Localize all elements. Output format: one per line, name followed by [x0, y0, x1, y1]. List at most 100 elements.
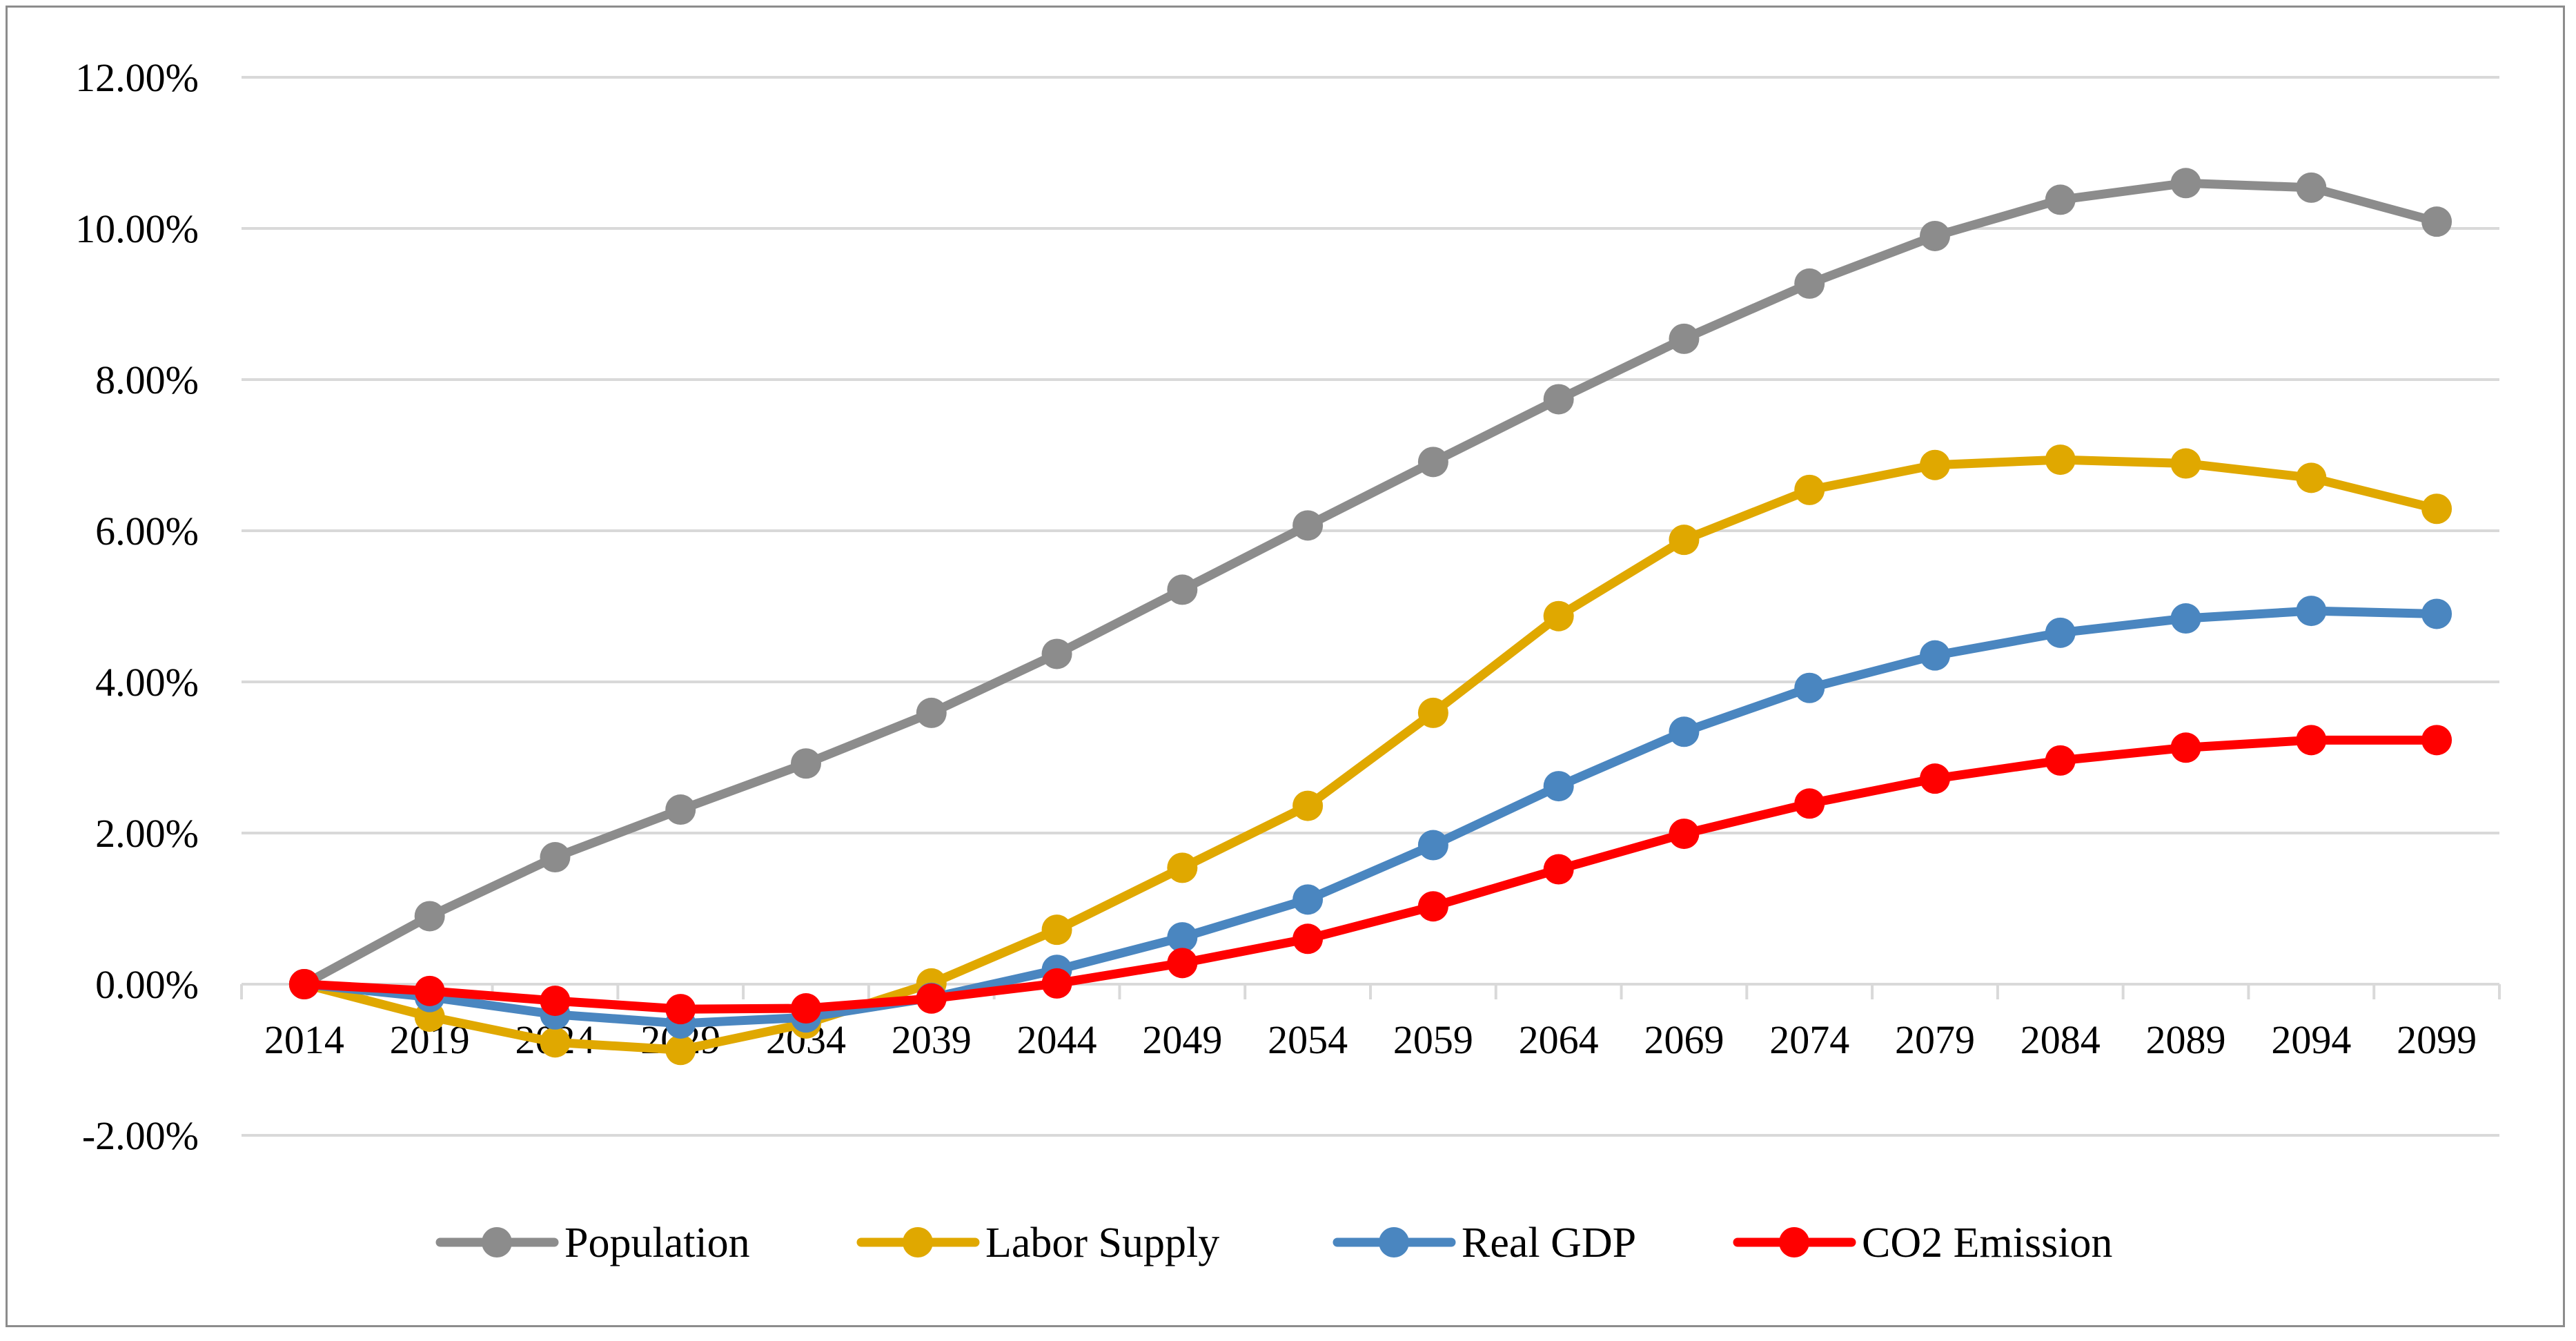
data-point-co2-emission — [288, 969, 319, 999]
y-tick-label: 10.00% — [75, 206, 199, 251]
legend-swatch-marker-co2-emission — [1779, 1227, 1809, 1257]
data-point-co2-emission — [414, 975, 445, 1006]
chart-frame — [6, 6, 2565, 1327]
data-point-labor-supply — [2296, 462, 2327, 493]
x-tick-label: 2089 — [2146, 1017, 2226, 1062]
data-point-labor-supply — [1920, 449, 1950, 480]
x-tick-label: 2094 — [2271, 1017, 2351, 1062]
data-point-real-gdp — [1794, 672, 1825, 703]
data-point-co2-emission — [1669, 819, 1700, 850]
data-point-population — [665, 794, 696, 825]
data-point-co2-emission — [1167, 948, 1198, 979]
data-point-co2-emission — [791, 993, 821, 1024]
data-point-population — [540, 842, 571, 873]
data-point-labor-supply — [2045, 444, 2076, 476]
data-point-population — [1543, 384, 1574, 415]
x-tick-label: 2079 — [1895, 1017, 1975, 1062]
data-point-labor-supply — [665, 1035, 696, 1066]
x-tick-label: 2014 — [264, 1017, 344, 1062]
series-line-labor-supply — [299, 455, 2441, 1055]
data-point-labor-supply — [1543, 600, 1574, 632]
legend-label-real-gdp: Real GDP — [1462, 1220, 1636, 1266]
data-point-population — [2170, 168, 2201, 199]
data-point-population — [1794, 268, 1825, 299]
data-point-labor-supply — [1167, 852, 1198, 883]
x-tick-label: 2069 — [1644, 1017, 1724, 1062]
legend-label-population: Population — [564, 1220, 750, 1266]
data-point-co2-emission — [665, 994, 696, 1025]
y-tick-label: 12.00% — [75, 55, 199, 100]
data-point-labor-supply — [1041, 914, 1072, 946]
data-point-population — [1669, 323, 1700, 354]
data-point-real-gdp — [2045, 617, 2076, 648]
y-tick-label: 0.00% — [95, 962, 199, 1007]
data-point-co2-emission — [2421, 725, 2452, 756]
data-point-co2-emission — [2170, 732, 2201, 763]
x-axis — [240, 983, 2501, 999]
data-point-labor-supply — [2421, 493, 2452, 525]
gridlines — [242, 76, 2499, 1137]
y-tick-label: 4.00% — [95, 660, 199, 705]
legend-swatch-marker-labor-supply — [903, 1227, 933, 1257]
data-point-co2-emission — [1417, 891, 1448, 922]
data-point-labor-supply — [2170, 448, 2201, 479]
data-point-co2-emission — [916, 983, 947, 1014]
x-tick-label: 2054 — [1268, 1017, 1348, 1062]
x-tick-label: 2049 — [1142, 1017, 1222, 1062]
y-tick-label: 6.00% — [95, 509, 199, 554]
x-tick-label: 2064 — [1519, 1017, 1599, 1062]
y-tick-label: 8.00% — [95, 358, 199, 402]
data-point-real-gdp — [1292, 884, 1324, 915]
legend-label-labor-supply: Labor Supply — [985, 1220, 1219, 1266]
data-point-labor-supply — [540, 1027, 571, 1058]
data-point-real-gdp — [1920, 640, 1950, 671]
data-point-population — [1417, 447, 1448, 478]
data-point-co2-emission — [1292, 923, 1324, 955]
series-line-population — [299, 178, 2441, 989]
data-point-real-gdp — [2421, 598, 2452, 629]
data-point-real-gdp — [1167, 922, 1198, 953]
data-point-labor-supply — [1292, 790, 1324, 821]
data-point-labor-supply — [1669, 525, 1700, 556]
data-point-labor-supply — [1417, 697, 1448, 728]
y-tick-label: -2.00% — [82, 1113, 199, 1158]
x-axis-tick-labels: 2014201920242029203420392044204920542059… — [264, 1017, 2477, 1062]
x-tick-label: 2039 — [892, 1017, 972, 1062]
data-point-real-gdp — [1417, 830, 1448, 861]
data-point-real-gdp — [2296, 596, 2327, 627]
data-point-population — [2045, 184, 2076, 215]
x-tick-label: 2044 — [1017, 1017, 1097, 1062]
x-tick-label: 2074 — [1769, 1017, 1849, 1062]
data-point-population — [1041, 638, 1072, 669]
data-point-real-gdp — [2170, 603, 2201, 634]
data-point-population — [1920, 220, 1950, 251]
data-point-co2-emission — [1794, 788, 1825, 819]
data-point-population — [1167, 574, 1198, 605]
data-point-population — [791, 748, 821, 779]
data-point-co2-emission — [1920, 763, 1950, 794]
series-group — [288, 168, 2452, 1066]
series-line-real-gdp — [299, 606, 2441, 1028]
y-tick-label: 2.00% — [95, 811, 199, 856]
legend-swatch-marker-population — [482, 1227, 512, 1257]
x-tick-label: 2099 — [2397, 1017, 2477, 1062]
data-point-population — [414, 901, 445, 932]
y-axis-tick-labels: -2.00% 0.00% 2.00% 4.00% 6.00% 8.00% 10.00% 12.… — [75, 55, 199, 1158]
data-point-co2-emission — [2045, 745, 2076, 776]
data-point-co2-emission — [1543, 854, 1574, 885]
legend: Population Labor Supply Real GDP CO2 Emissi… — [435, 1220, 2112, 1266]
x-tick-label: 2059 — [1393, 1017, 1473, 1062]
data-point-co2-emission — [2296, 725, 2327, 756]
data-point-labor-supply — [1794, 474, 1825, 505]
data-point-real-gdp — [1543, 771, 1574, 802]
series-line-co2-emission — [299, 735, 2441, 1014]
legend-label-co2-emission: CO2 Emission — [1862, 1220, 2112, 1266]
data-point-population — [916, 697, 947, 728]
data-point-co2-emission — [1041, 968, 1072, 999]
data-point-real-gdp — [1669, 716, 1700, 747]
legend-swatch-marker-real-gdp — [1379, 1227, 1409, 1257]
data-point-co2-emission — [540, 986, 571, 1017]
data-point-population — [2421, 206, 2452, 237]
x-tick-label: 2084 — [2021, 1017, 2101, 1062]
